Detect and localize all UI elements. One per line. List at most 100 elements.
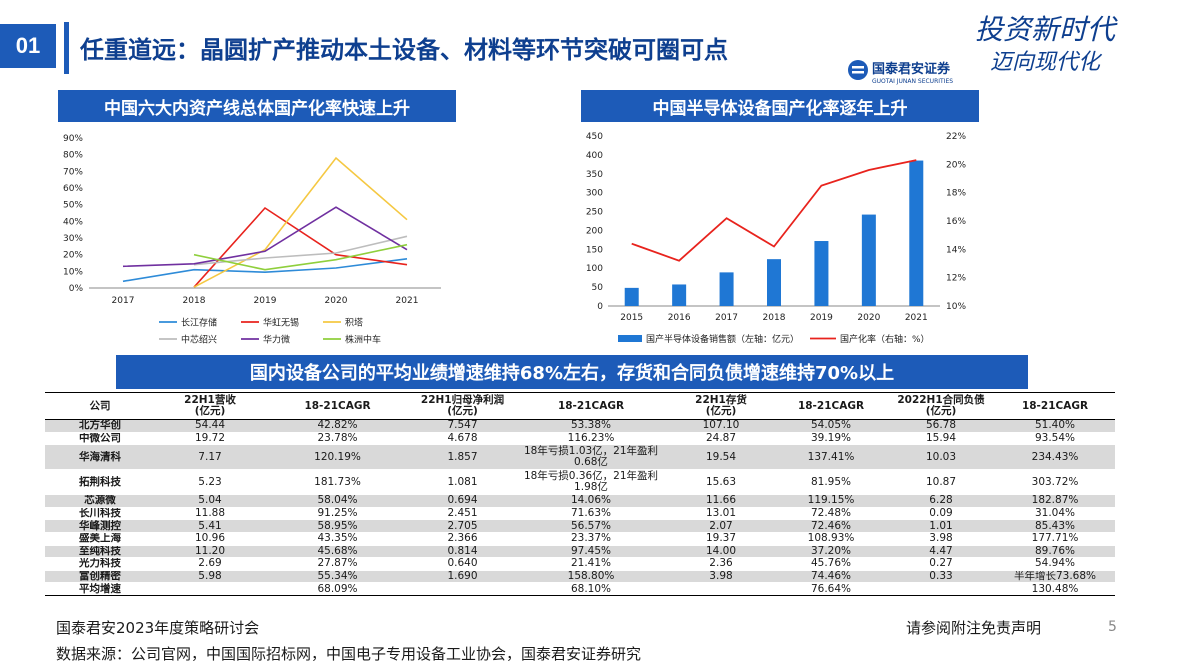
x-tick-label: 2021 (396, 296, 419, 306)
table-row: 北方华创 54.44 42.82% 7.547 53.38% 107.10 54.05% 56… (45, 419, 1115, 433)
table-cell: 45.68% (265, 545, 410, 559)
table-cell: 58.95% (265, 519, 410, 533)
table-cell: 27.87% (265, 557, 410, 571)
y-tick-label: 150 (586, 245, 603, 255)
legend-swatch-bar (618, 335, 642, 342)
y-tick-label: 450 (586, 132, 603, 142)
table-cell: 54.94% (995, 557, 1115, 571)
logo-subtext: GUOTAI JUNAN SECURITIES (872, 78, 953, 85)
localization-rate-line (631, 159, 917, 262)
table-cell: 0.09 (887, 507, 995, 521)
table-cell: 120.19% (265, 444, 410, 471)
table-title: 国内设备公司的平均业绩增速维持68%左右，存货和合同负债增速维持70%以上 (116, 355, 1028, 389)
table-cell: 11.88 (155, 507, 265, 521)
column-header: 18-21CAGR (265, 392, 410, 420)
table-cell: 0.694 (410, 494, 515, 508)
column-header: 22H1归母净利润 (亿元) (410, 392, 515, 420)
table-cell: 93.54% (995, 432, 1115, 446)
bar (861, 214, 876, 306)
table-cell: 58.04% (265, 494, 410, 508)
table-cell: 234.43% (995, 444, 1115, 471)
table-cell: 56.78 (887, 419, 995, 433)
table-row: 盛美上海 10.96 43.35% 2.366 23.37% 19.37 108.93% 3.… (45, 532, 1115, 546)
company-name-cell: 富创精密 (45, 570, 155, 584)
x-tick-label: 2017 (715, 313, 738, 323)
y-tick-label: 0 (597, 302, 603, 312)
table-cell: 107.10 (667, 419, 775, 433)
legend-label: 华力微 (263, 334, 290, 346)
slogan-line-2: 迈向现代化 (990, 50, 1101, 75)
x-tick-label: 2017 (112, 296, 135, 306)
table-cell: 181.73% (265, 469, 410, 496)
y2-tick-label: 22% (946, 132, 966, 142)
x-tick-label: 2019 (810, 313, 833, 323)
table-cell: 1.081 (410, 469, 515, 496)
table-cell: 15.63 (667, 469, 775, 496)
y2-tick-label: 18% (946, 189, 966, 199)
table-cell: 177.71% (995, 532, 1115, 546)
table-cell: 76.64% (775, 582, 887, 596)
legend-label: 中芯绍兴 (181, 334, 217, 346)
disclaimer-link[interactable]: 请参阅附注免责声明 (906, 619, 1042, 637)
column-header: 公司 (45, 392, 155, 420)
company-name-cell: 北方华创 (45, 419, 155, 433)
table-cell: 0.640 (410, 557, 515, 571)
localization-line-chart: 0% 10% 20% 30% 40% 50% 60% 70% 80% 90% 2017 2018 201… (63, 134, 441, 346)
table-cell (155, 582, 265, 596)
left-chart-title: 中国六大内资产线总体国产化率快速上升 (58, 90, 456, 122)
table-cell: 半年增长73.68% (995, 570, 1115, 584)
y-tick-label: 300 (586, 189, 603, 199)
table-cell: 71.63% (515, 507, 667, 521)
logo-emblem-icon (848, 60, 868, 80)
y2-tick-label: 14% (946, 245, 966, 255)
table-cell: 23.37% (515, 532, 667, 546)
table-cell: 303.72% (995, 469, 1115, 496)
table-cell: 18年亏损1.03亿，21年盈利 0.68亿 (515, 444, 667, 471)
y2-tick-label: 16% (946, 217, 966, 227)
table-header-row: 公司 22H1营收 (亿元) 18-21CAGR 22H1归母净利润 (亿元) 18-21C… (45, 392, 1115, 420)
column-header: 22H1存货 (亿元) (667, 392, 775, 420)
y-tick-label: 200 (586, 226, 603, 236)
table-cell: 108.93% (775, 532, 887, 546)
y-tick-label: 20% (63, 251, 83, 261)
legend-label: 积塔 (345, 317, 363, 329)
table-cell: 14.06% (515, 494, 667, 508)
table-cell: 45.76% (775, 557, 887, 571)
y2-tick-label: 10% (946, 302, 966, 312)
right-chart-title: 中国半导体设备国产化率逐年上升 (581, 90, 979, 122)
company-performance-table: 公司 22H1营收 (亿元) 18-21CAGR 22H1归母净利润 (亿元) 18-21C… (45, 392, 1115, 596)
company-name-cell: 华峰测控 (45, 519, 155, 533)
table-cell: 19.37 (667, 532, 775, 546)
table-cell: 182.87% (995, 494, 1115, 508)
table-row: 光力科技 2.69 27.87% 0.640 21.41% 2.36 45.76% 0.27 5… (45, 557, 1115, 571)
table-cell: 54.05% (775, 419, 887, 433)
table-cell: 158.80% (515, 570, 667, 584)
title-accent-bar (64, 22, 69, 74)
series-line-5 (122, 206, 408, 268)
table-cell: 85.43% (995, 519, 1115, 533)
table-cell: 2.366 (410, 532, 515, 546)
table-cell: 91.25% (265, 507, 410, 521)
table-cell: 81.95% (775, 469, 887, 496)
footer-event-name: 国泰君安2023年度策略研讨会 (56, 619, 260, 637)
bar (767, 259, 781, 306)
series-line-2 (193, 206, 408, 288)
table-cell: 68.09% (265, 582, 410, 596)
company-name-cell: 至纯科技 (45, 545, 155, 559)
y-tick-label: 70% (63, 167, 83, 177)
table-cell: 15.94 (887, 432, 995, 446)
company-name-cell: 芯源微 (45, 494, 155, 508)
table-cell: 4.678 (410, 432, 515, 446)
company-name-cell: 中微公司 (45, 432, 155, 446)
y-tick-label: 10% (63, 267, 83, 277)
y-tick-label: 400 (586, 151, 603, 161)
table-cell: 39.19% (775, 432, 887, 446)
table-row: 富创精密 5.98 55.34% 1.690 158.80% 3.98 74.46% 0.33… (45, 570, 1115, 584)
x-tick-label: 2015 (620, 313, 643, 323)
page-title: 任重道远：晶圆扩产推动本土设备、材料等环节突破可圈可点 (80, 36, 728, 64)
company-logo: 国泰君安证券 GUOTAI JUNAN SECURITIES (848, 60, 953, 85)
table-cell: 116.23% (515, 432, 667, 446)
table-cell: 0.814 (410, 545, 515, 559)
bar (814, 241, 829, 306)
table-cell: 7.17 (155, 444, 265, 471)
